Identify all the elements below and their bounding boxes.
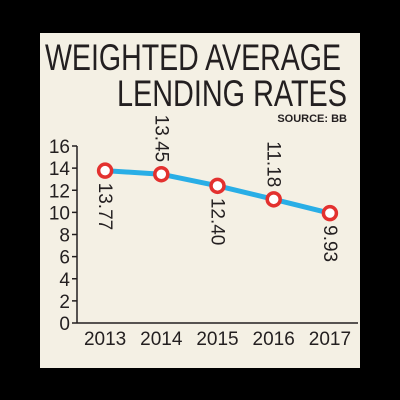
marker (153, 165, 170, 183)
x-tick-label: 2015 (196, 329, 238, 350)
x-tick-label: 2017 (309, 329, 351, 350)
y-tick-label: 10 (49, 203, 70, 224)
x-tick-label: 2014 (140, 329, 183, 350)
y-tick-label: 0 (59, 314, 70, 335)
data-label: 11.18 (263, 141, 284, 187)
x-tick-label: 2013 (84, 329, 126, 350)
y-tick-label: 14 (49, 159, 71, 180)
chart-subtitle: LENDING RATES (117, 73, 347, 114)
data-label: 13.77 (94, 183, 115, 231)
chart-title: WEIGHTED AVERAGE (45, 37, 341, 78)
y-tick-label: 2 (59, 292, 70, 313)
source: SOURCE: BB (277, 113, 347, 125)
marker (265, 191, 282, 208)
y-tick-label: 16 (49, 137, 70, 158)
data-label: 12.40 (207, 198, 228, 246)
marker (209, 177, 226, 195)
x-tick-label: 2016 (253, 329, 295, 350)
y-tick-label: 12 (49, 181, 70, 202)
y-tick-label: 6 (59, 248, 70, 269)
marker (96, 162, 114, 179)
data-label: 13.45 (150, 115, 171, 163)
y-tick-label: 8 (59, 226, 70, 247)
marker (321, 204, 339, 222)
y-tick-label: 4 (59, 270, 70, 291)
panel (40, 33, 360, 368)
data-label: 9.93 (319, 225, 340, 262)
